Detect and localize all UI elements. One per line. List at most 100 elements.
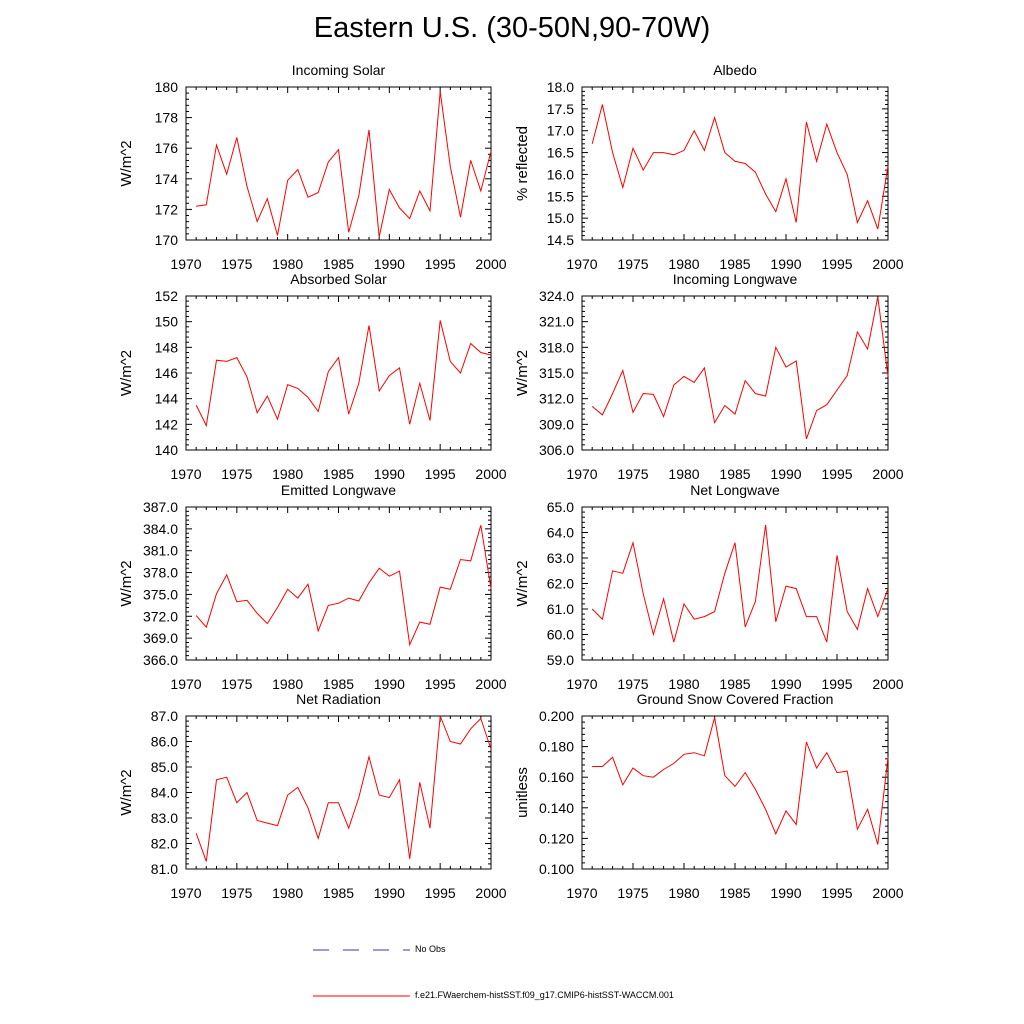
y-tick-label: 84.0 xyxy=(151,785,178,801)
x-tick-label: 1990 xyxy=(374,256,405,272)
x-tick-label: 1985 xyxy=(719,256,750,272)
y-tick-label: 144 xyxy=(155,391,179,407)
x-tick-label: 1985 xyxy=(719,676,750,692)
y-tick-label: 64.0 xyxy=(547,525,574,541)
x-tick-label: 1985 xyxy=(719,885,750,901)
y-axis-label: W/m^2 xyxy=(118,560,135,606)
y-tick-label: 366.0 xyxy=(143,652,178,668)
y-tick-label: 0.140 xyxy=(539,800,574,816)
x-tick-label: 1980 xyxy=(668,885,699,901)
y-tick-label: 384.0 xyxy=(143,521,178,537)
x-tick-label: 2000 xyxy=(475,256,506,272)
y-tick-label: 86.0 xyxy=(151,734,178,750)
x-tick-label: 1980 xyxy=(272,676,303,692)
y-tick-label: 61.0 xyxy=(547,601,574,617)
y-tick-label: 0.160 xyxy=(539,769,574,785)
x-tick-label: 1975 xyxy=(617,256,648,272)
x-tick-label: 2000 xyxy=(872,676,903,692)
series-line xyxy=(591,296,889,440)
y-tick-label: 375.0 xyxy=(143,586,178,602)
y-tick-label: 369.0 xyxy=(143,630,178,646)
chart-title: Incoming Solar xyxy=(292,62,386,78)
y-tick-label: 387.0 xyxy=(143,499,178,515)
x-tick-label: 1985 xyxy=(719,466,750,482)
x-tick-label: 1980 xyxy=(272,256,303,272)
x-tick-label: 1995 xyxy=(821,676,852,692)
x-tick-label: 1970 xyxy=(170,256,201,272)
x-tick-label: 2000 xyxy=(475,676,506,692)
chart-title: Net Longwave xyxy=(690,482,780,498)
x-tick-label: 1975 xyxy=(221,466,252,482)
x-tick-label: 1990 xyxy=(770,256,801,272)
x-tick-label: 1985 xyxy=(323,885,354,901)
y-tick-label: 15.0 xyxy=(547,210,574,226)
x-tick-label: 1995 xyxy=(425,256,456,272)
chart-panel-2: 1970 1975 1980 1985 1990 1995 2000 14.5 15.0 15.5… xyxy=(514,62,904,272)
x-tick-label: 1980 xyxy=(668,466,699,482)
series-line xyxy=(195,715,492,862)
legend-label-model: f.e21.FWaerchem-histSST.f09_g17.CMIP6-hi… xyxy=(415,990,674,1000)
x-tick-label: 2000 xyxy=(475,466,506,482)
x-tick-label: 1990 xyxy=(770,676,801,692)
x-tick-label: 1985 xyxy=(323,466,354,482)
y-tick-label: 60.0 xyxy=(547,627,574,643)
x-tick-label: 1970 xyxy=(566,466,597,482)
y-axis-label: W/m^2 xyxy=(514,350,531,396)
x-tick-label: 1980 xyxy=(668,676,699,692)
x-tick-label: 2000 xyxy=(872,466,903,482)
y-tick-label: 16.5 xyxy=(547,145,574,161)
chart-panel-8: 1970 1975 1980 1985 1990 1995 2000 0.100 0.120 0.… xyxy=(514,691,904,901)
y-tick-label: 176 xyxy=(155,140,179,156)
y-tick-label: 85.0 xyxy=(151,759,178,775)
y-tick-label: 17.5 xyxy=(547,101,574,117)
x-tick-label: 1975 xyxy=(221,256,252,272)
page-title: Eastern U.S. (30-50N,90-70W) xyxy=(313,12,711,44)
y-tick-label: 180 xyxy=(155,79,179,95)
x-tick-label: 1970 xyxy=(170,466,201,482)
y-tick-label: 148 xyxy=(155,339,179,355)
y-tick-label: 18.0 xyxy=(547,79,574,95)
chart-title: Net Radiation xyxy=(296,691,381,707)
x-tick-label: 1985 xyxy=(323,676,354,692)
x-tick-label: 1980 xyxy=(272,885,303,901)
x-tick-label: 1970 xyxy=(170,885,201,901)
y-tick-label: 152 xyxy=(155,288,179,304)
x-tick-label: 1975 xyxy=(221,885,252,901)
y-tick-label: 178 xyxy=(155,110,179,126)
y-axis-label: unitless xyxy=(514,767,531,818)
x-tick-label: 1980 xyxy=(272,466,303,482)
x-tick-label: 1990 xyxy=(374,466,405,482)
y-axis-label: W/m^2 xyxy=(514,560,531,606)
x-tick-label: 1995 xyxy=(425,885,456,901)
y-tick-label: 318.0 xyxy=(539,339,574,355)
y-tick-label: 0.180 xyxy=(539,739,574,755)
y-tick-label: 81.0 xyxy=(151,861,178,877)
y-tick-label: 321.0 xyxy=(539,314,574,330)
y-axis-label: W/m^2 xyxy=(118,140,135,186)
x-tick-label: 1970 xyxy=(566,885,597,901)
x-tick-label: 1970 xyxy=(566,256,597,272)
y-tick-label: 63.0 xyxy=(547,550,574,566)
y-tick-label: 170 xyxy=(155,232,179,248)
x-tick-label: 1990 xyxy=(374,676,405,692)
series-line xyxy=(195,525,492,647)
x-tick-label: 1995 xyxy=(821,885,852,901)
chart-title: Absorbed Solar xyxy=(290,271,387,287)
x-tick-label: 1995 xyxy=(425,466,456,482)
y-tick-label: 315.0 xyxy=(539,365,574,381)
chart-title: Incoming Longwave xyxy=(673,271,798,287)
x-tick-label: 1970 xyxy=(170,676,201,692)
y-tick-label: 87.0 xyxy=(151,708,178,724)
x-tick-label: 1975 xyxy=(617,676,648,692)
y-tick-label: 142 xyxy=(155,416,179,432)
y-tick-label: 0.200 xyxy=(539,708,574,724)
y-tick-label: 17.0 xyxy=(547,123,574,139)
chart-panel-6: 1970 1975 1980 1985 1990 1995 2000 59.0 60.0 61.0… xyxy=(514,482,904,692)
series-line xyxy=(591,524,889,643)
chart-panel-3: 1970 1975 1980 1985 1990 1995 2000 140 142 144 146… xyxy=(118,271,507,482)
y-axis-label: % reflected xyxy=(514,126,531,201)
y-tick-label: 82.0 xyxy=(151,836,178,852)
x-tick-label: 1995 xyxy=(821,466,852,482)
